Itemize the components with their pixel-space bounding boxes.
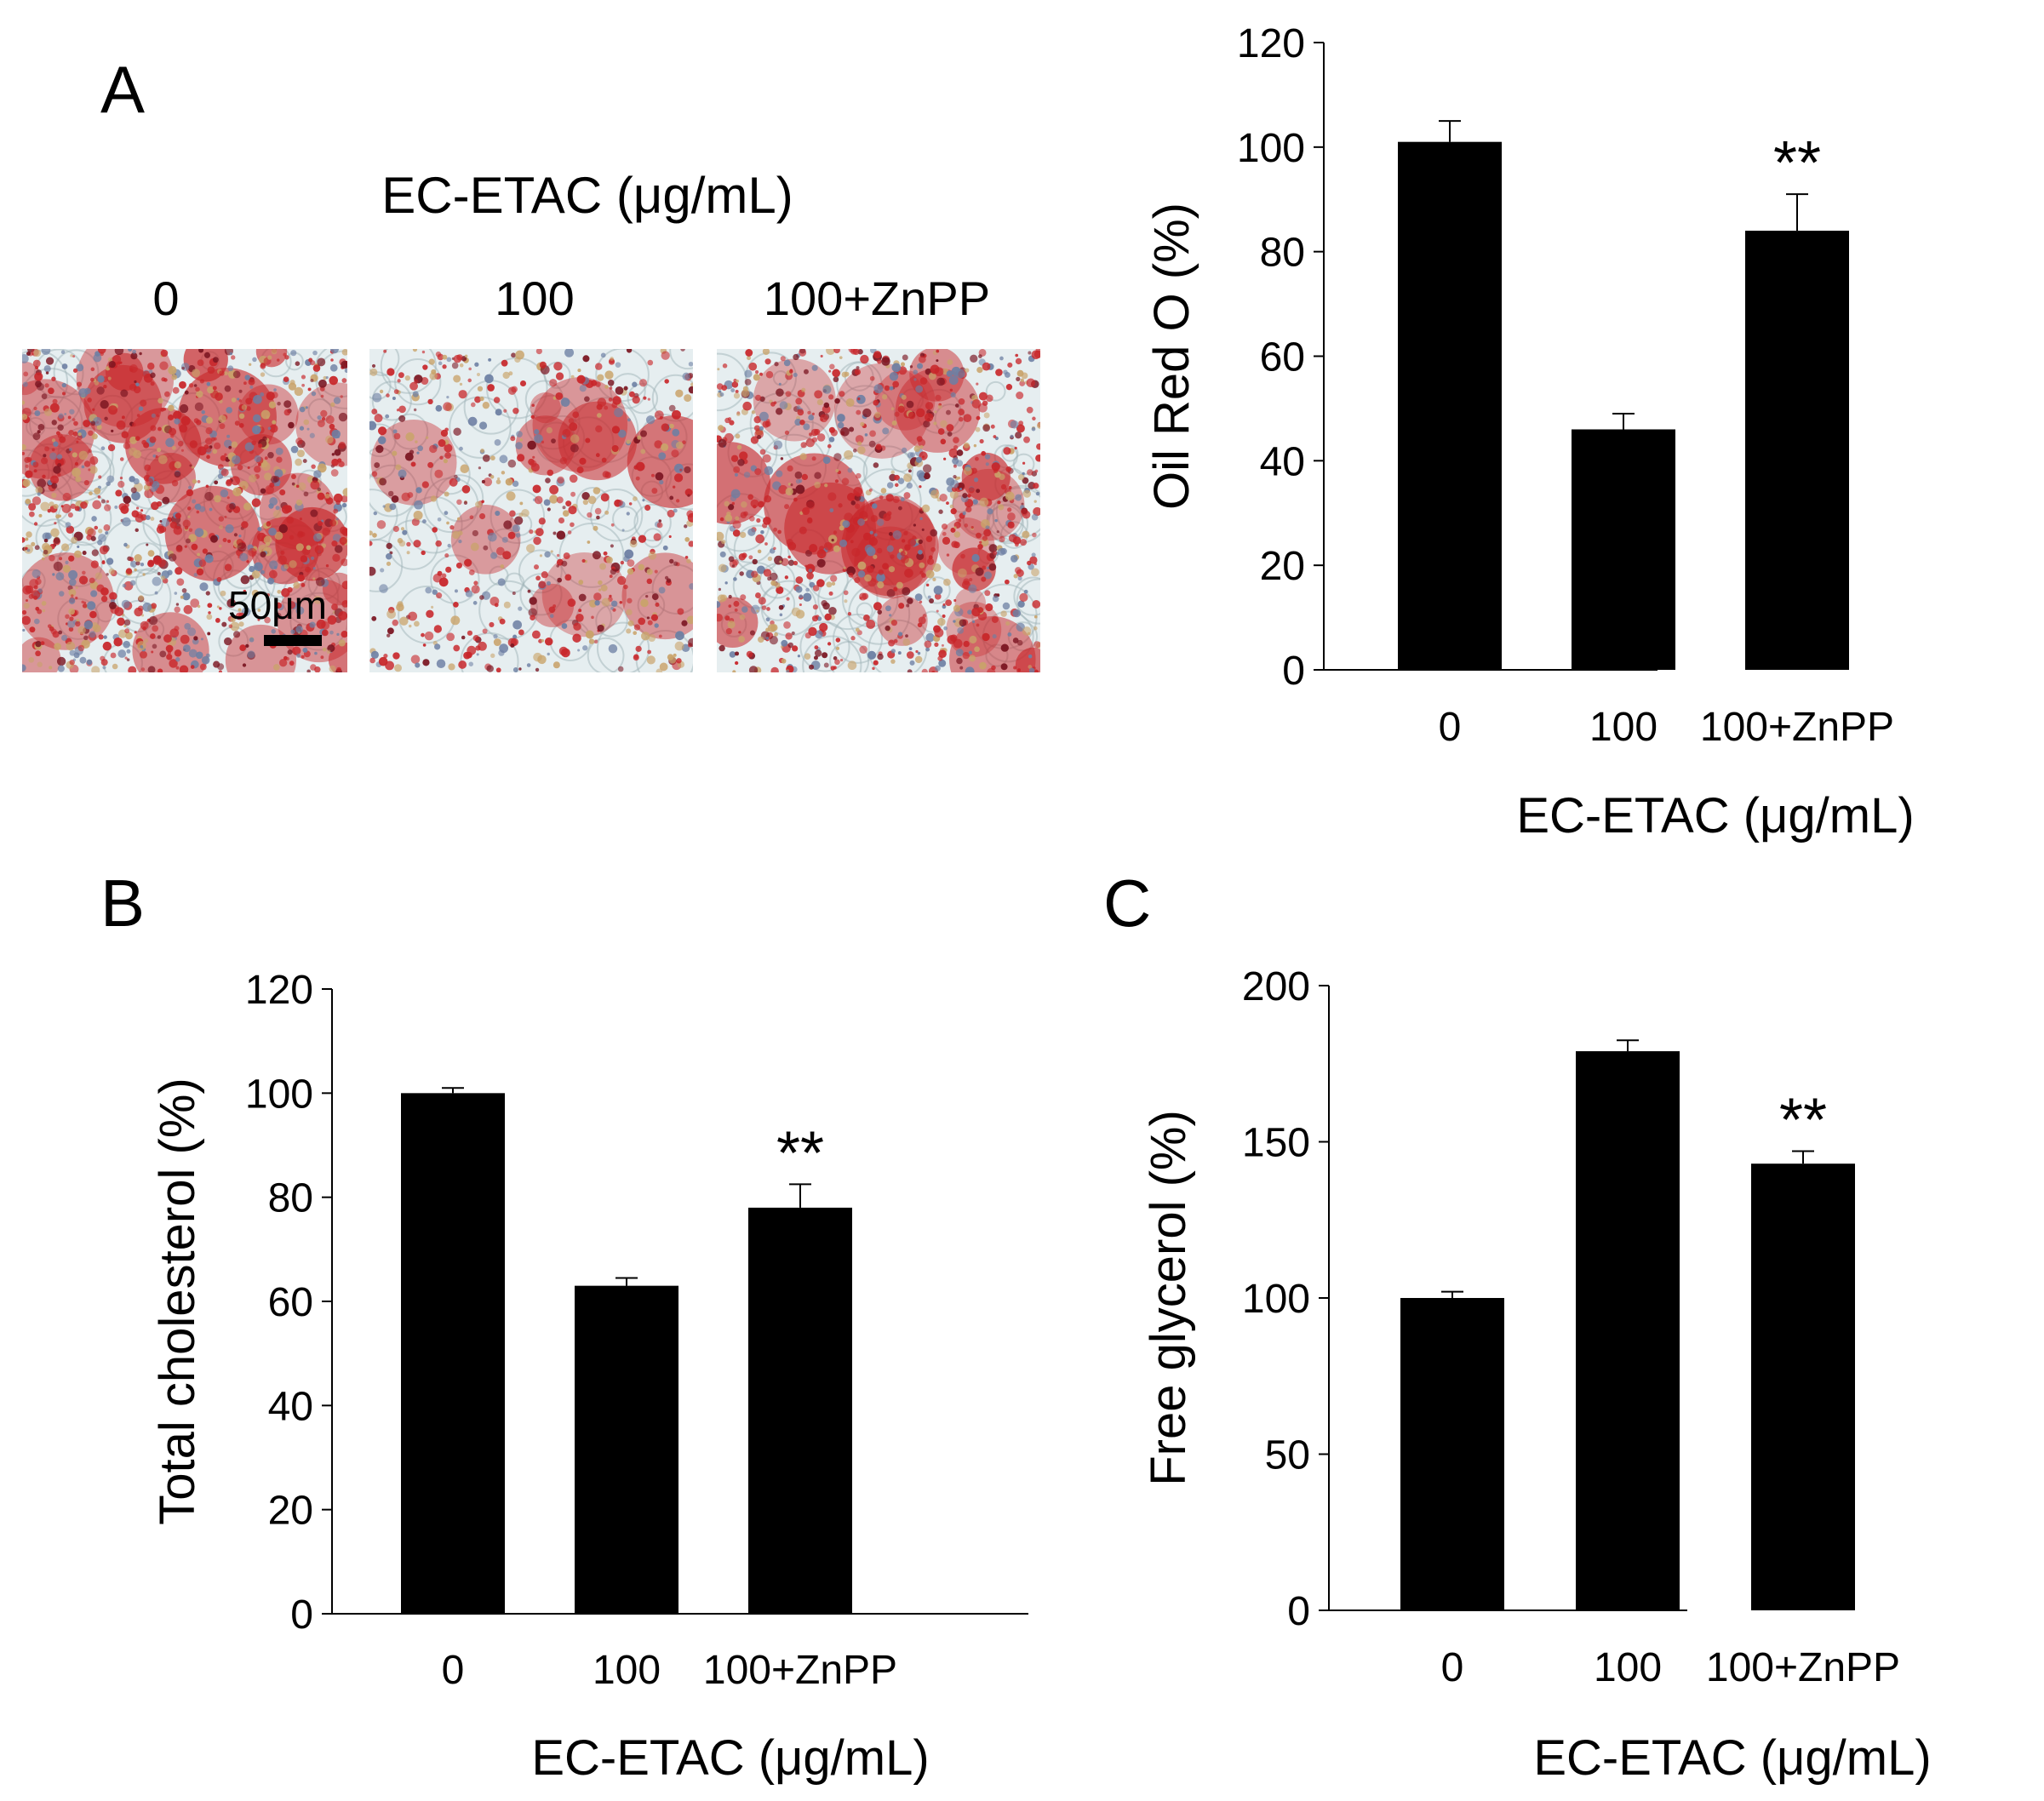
- y-tick-label: 40: [1260, 439, 1305, 484]
- bar-100: [575, 1285, 678, 1614]
- y-tick-label: 200: [1242, 964, 1310, 1009]
- y-tick-label: 150: [1242, 1121, 1310, 1166]
- y-axis-title: Total cholesterol (%): [150, 1078, 205, 1524]
- y-tick-label: 80: [1260, 231, 1305, 276]
- bar-100: [1576, 1051, 1680, 1610]
- y-tick-label: 20: [268, 1489, 313, 1534]
- x-axis-title: EC-ETAC (μg/mL): [531, 1730, 929, 1786]
- x-tick-label: 100: [593, 1648, 661, 1693]
- x-tick-label: 0: [1439, 705, 1462, 750]
- x-tick-label: 100+ZnPP: [1700, 705, 1894, 750]
- micrograph-control-image: [22, 349, 347, 672]
- y-tick-label: 60: [1260, 335, 1305, 380]
- x-tick-label: 100+ZnPP: [703, 1648, 897, 1693]
- micrograph-label-0: 0: [152, 272, 179, 325]
- x-tick-label: 0: [442, 1648, 465, 1693]
- bar-100: [1572, 429, 1675, 670]
- bar-0: [1400, 1298, 1504, 1610]
- y-tick-label: 80: [268, 1176, 313, 1221]
- chart-free-glycerol: 0 50 100 150 200 Free glycerol (%) 0 100 ** 100+Z…: [1141, 964, 1932, 1786]
- x-tick-label: 100: [1594, 1645, 1662, 1690]
- bar-0: [1398, 141, 1502, 671]
- y-axis-title: Free glycerol (%): [1141, 1110, 1196, 1486]
- bar-100-znpp: [1745, 231, 1849, 671]
- panel-letter-c: C: [1103, 866, 1151, 941]
- micrograph-ecetac-100-image: [369, 349, 693, 672]
- y-tick-label: 100: [245, 1072, 313, 1117]
- y-tick-label: 120: [245, 968, 313, 1013]
- y-tick-label: 60: [268, 1280, 313, 1325]
- y-tick-label: 100: [1242, 1277, 1310, 1322]
- panel-letter-a: A: [100, 52, 145, 127]
- y-tick-label: 20: [1260, 544, 1305, 589]
- y-tick-label: 40: [268, 1384, 313, 1429]
- y-tick-label: 0: [1282, 649, 1305, 694]
- y-tick-label: 100: [1237, 126, 1305, 171]
- micrograph-header: EC-ETAC (μg/mL): [381, 167, 793, 224]
- y-tick-label: 50: [1265, 1433, 1310, 1478]
- panel-letter-b: B: [100, 866, 145, 941]
- significance-marker: **: [1779, 1087, 1827, 1155]
- scale-bar: [264, 635, 322, 646]
- y-tick-label: 0: [1287, 1589, 1310, 1634]
- x-axis-title: EC-ETAC (μg/mL): [1516, 788, 1914, 843]
- x-tick-label: 0: [1441, 1645, 1464, 1690]
- scale-bar-label: 50μm: [228, 583, 327, 627]
- micrograph-label-100: 100: [495, 272, 574, 325]
- x-tick-label: 100+ZnPP: [1706, 1645, 1900, 1690]
- y-tick-label: 120: [1237, 21, 1305, 66]
- bar-0: [401, 1093, 505, 1614]
- y-axis-title: Oil Red O (%): [1144, 203, 1199, 510]
- x-tick-label: 100: [1589, 705, 1658, 750]
- y-tick-label: 0: [290, 1592, 313, 1638]
- chart-total-cholesterol: 0 20 40 60 80 100 120 Total cholesterol (%) 0 100…: [150, 968, 1028, 1786]
- significance-marker: **: [1773, 129, 1821, 197]
- micrograph-label-100-znpp: 100+ZnPP: [764, 272, 990, 325]
- bar-100-znpp: [748, 1207, 852, 1614]
- x-axis-title: EC-ETAC (μg/mL): [1533, 1730, 1931, 1786]
- significance-marker: **: [776, 1119, 824, 1187]
- micrograph-ecetac-znpp-image: [717, 349, 1040, 672]
- chart-oil-red-o: 0 20 40 60 80 100 120 Oil Red O (%) 0 100 ** 100+Zn…: [1144, 21, 1915, 843]
- bar-100-znpp: [1751, 1164, 1855, 1610]
